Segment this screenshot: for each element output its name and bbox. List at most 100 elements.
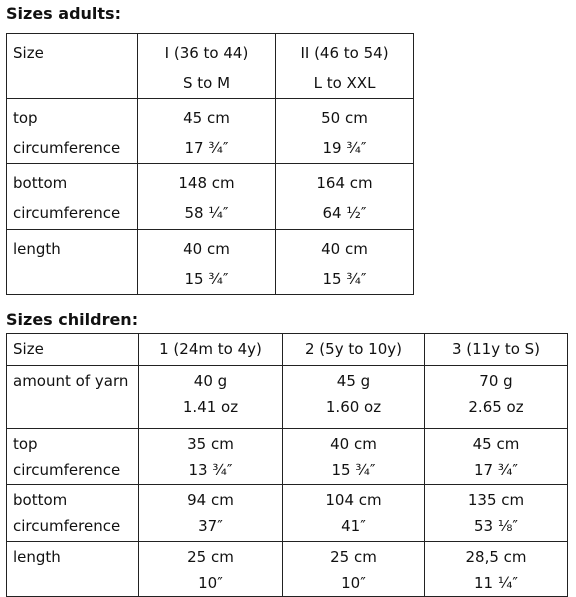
cell-text: top	[13, 109, 38, 127]
table-row: Size I (36 to 44) S to M II (46 to 54) L to …	[6, 33, 414, 99]
table-row: bottom circumference 148 cm 58 ¼″ 164 cm 64 ½…	[6, 163, 414, 230]
cell-text: 11 ¼″	[474, 574, 518, 592]
cell-text: circumference	[13, 204, 121, 222]
value-cell: 40 cm 15 ¾″	[275, 229, 414, 295]
table-row: length 25 cm 10″ 25 cm 10″ 28,5 cm 11 ¼″	[6, 541, 568, 597]
table-row: top circumference 35 cm 13 ¾″ 40 cm 15 ¾″ 45 c…	[6, 428, 568, 485]
cell-text: bottom	[13, 491, 68, 509]
cell-text: 10″	[341, 574, 366, 592]
value-cell: 1 (24m to 4y)	[138, 333, 283, 366]
table-row: Size 1 (24m to 4y) 2 (5y to 10y) 3 (11y to …	[6, 333, 568, 366]
cell-text: 64 ½″	[322, 204, 367, 222]
cell-text: 45 g	[336, 372, 371, 390]
cell-text: 13 ¾″	[188, 461, 233, 479]
cell-text: Size	[13, 340, 44, 358]
cell-text: 1.60 oz	[325, 398, 382, 416]
adults-table: Size I (36 to 44) S to M II (46 to 54) L to …	[6, 33, 414, 295]
cell-text: 25 cm	[187, 548, 234, 566]
cell-text: 164 cm	[316, 174, 373, 192]
cell-text: 25 cm	[330, 548, 377, 566]
value-cell: 40 cm 15 ¾″	[137, 229, 276, 295]
row-label-cell: top circumference	[6, 428, 139, 485]
value-cell: 25 cm 10″	[138, 541, 283, 597]
cell-text: 40 cm	[321, 240, 368, 258]
cell-text: 40 cm	[183, 240, 230, 258]
cell-text: I (36 to 44)	[164, 44, 249, 62]
cell-text: bottom	[13, 174, 68, 192]
value-cell: 135 cm 53 ⅛″	[424, 484, 568, 542]
cell-text: 45 cm	[472, 435, 520, 453]
cell-text: 17 ¾″	[184, 139, 229, 157]
section-title: Sizes adults:	[6, 4, 121, 23]
value-cell: 50 cm 19 ¾″	[275, 98, 414, 164]
cell-text: L to XXL	[313, 74, 376, 92]
cell-text: 148 cm	[178, 174, 235, 192]
cell-text: 15 ¾″	[331, 461, 376, 479]
value-cell: 148 cm 58 ¼″	[137, 163, 276, 230]
cell-text: II (46 to 54)	[300, 44, 389, 62]
cell-text: 70 g	[479, 372, 513, 390]
row-label-cell: amount of yarn	[6, 365, 139, 429]
cell-text: S to M	[182, 74, 231, 92]
value-cell: 40 cm 15 ¾″	[282, 428, 425, 485]
cell-text: 15 ¾″	[322, 270, 367, 288]
value-cell: 94 cm 37″	[138, 484, 283, 542]
row-label-cell: Size	[6, 33, 138, 99]
table-row: amount of yarn 40 g 1.41 oz 45 g 1.60 oz 70 g…	[6, 365, 568, 429]
children-table: Size 1 (24m to 4y) 2 (5y to 10y) 3 (11y to …	[6, 333, 568, 597]
value-cell: 3 (11y to S)	[424, 333, 568, 366]
value-cell: 45 cm 17 ¾″	[137, 98, 276, 164]
cell-text: circumference	[13, 461, 121, 479]
value-cell: 104 cm 41″	[282, 484, 425, 542]
cell-text: 104 cm	[325, 491, 382, 509]
cell-text: 2.65 oz	[468, 398, 524, 416]
cell-text: 94 cm	[187, 491, 234, 509]
row-label-cell: top circumference	[6, 98, 138, 164]
cell-text: 19 ¾″	[322, 139, 367, 157]
row-label-cell: length	[6, 229, 138, 295]
value-cell: 28,5 cm 11 ¼″	[424, 541, 568, 597]
value-cell: 2 (5y to 10y)	[282, 333, 425, 366]
value-cell: 40 g 1.41 oz	[138, 365, 283, 429]
cell-text: 53 ⅛″	[474, 517, 518, 535]
cell-text: 45 cm	[183, 109, 230, 127]
cell-text: 10″	[198, 574, 223, 592]
cell-text: 2 (5y to 10y)	[305, 340, 402, 358]
cell-text: 135 cm	[467, 491, 525, 509]
cell-text: amount of yarn	[13, 372, 129, 390]
cell-text: 3 (11y to S)	[451, 340, 541, 358]
cell-text: top	[13, 435, 38, 453]
table-row: bottom circumference 94 cm 37″ 104 cm 41″ 135 …	[6, 484, 568, 542]
cell-text: 17 ¾″	[474, 461, 518, 479]
value-cell: II (46 to 54) L to XXL	[275, 33, 414, 99]
cell-text: length	[13, 548, 61, 566]
cell-text: circumference	[13, 139, 121, 157]
row-label-cell: Size	[6, 333, 139, 366]
cell-text: 28,5 cm	[465, 548, 527, 566]
value-cell: 70 g 2.65 oz	[424, 365, 568, 429]
value-cell: 25 cm 10″	[282, 541, 425, 597]
cell-text: Size	[13, 44, 44, 62]
row-label-cell: length	[6, 541, 139, 597]
value-cell: 45 g 1.60 oz	[282, 365, 425, 429]
cell-text: 15 ¾″	[184, 270, 229, 288]
row-label-cell: bottom circumference	[6, 163, 138, 230]
value-cell: 164 cm 64 ½″	[275, 163, 414, 230]
cell-text: length	[13, 240, 61, 258]
cell-text: 58 ¼″	[184, 204, 229, 222]
value-cell: 35 cm 13 ¾″	[138, 428, 283, 485]
cell-text: 37″	[198, 517, 223, 535]
cell-text: 40 cm	[330, 435, 377, 453]
cell-text: 1 (24m to 4y)	[159, 340, 262, 358]
cell-text: 41″	[341, 517, 366, 535]
table-row: length 40 cm 15 ¾″ 40 cm 15 ¾″	[6, 229, 414, 295]
cell-text: circumference	[13, 517, 121, 535]
cell-text: 35 cm	[187, 435, 234, 453]
cell-text: 1.41 oz	[182, 398, 239, 416]
table-row: top circumference 45 cm 17 ¾″ 50 cm 19 ¾″	[6, 98, 414, 164]
section-title: Sizes children:	[6, 310, 139, 329]
value-cell: I (36 to 44) S to M	[137, 33, 276, 99]
cell-text: 40 g	[193, 372, 228, 390]
value-cell: 45 cm 17 ¾″	[424, 428, 568, 485]
